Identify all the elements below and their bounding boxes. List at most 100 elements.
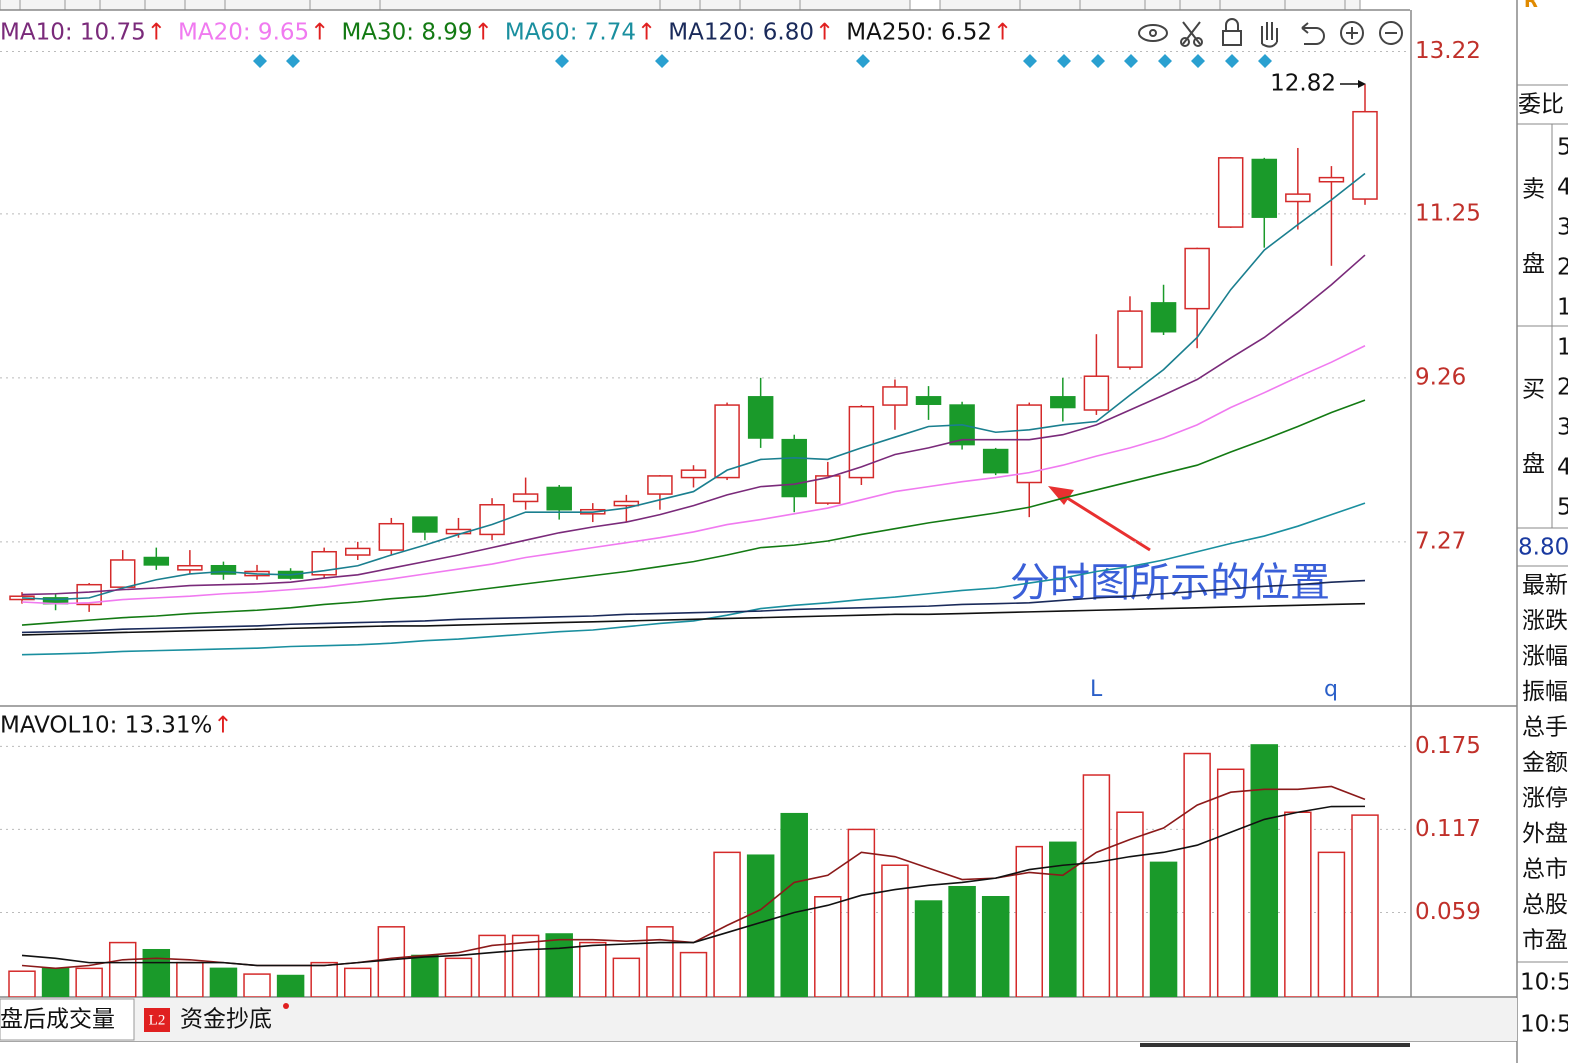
ma-line	[21, 602, 1366, 636]
legend-arrow: ↑	[310, 20, 329, 46]
volume-bar	[243, 973, 271, 997]
top-tabs	[0, 0, 1361, 11]
y-tick-label: 0.175	[1415, 733, 1481, 759]
ma-line	[21, 172, 1366, 601]
candle-body	[647, 475, 673, 495]
volume-bar	[914, 900, 943, 997]
candle-body	[512, 493, 539, 503]
candle-body	[747, 396, 774, 439]
legend-entry: MA60: 7.74	[505, 20, 636, 46]
candle-body	[109, 559, 136, 588]
legend-entry: MA20: 9.65	[178, 20, 309, 46]
panel-time: 10:5	[1520, 1012, 1572, 1038]
candle-body	[848, 405, 875, 479]
volume-bar	[276, 974, 305, 997]
panel-field: 涨幅	[1522, 644, 1568, 670]
high-label: 12.82	[1270, 71, 1336, 97]
legend-entry: MA120: 6.80	[668, 20, 814, 46]
ma-line	[21, 254, 1366, 596]
volume-bar	[142, 948, 171, 997]
legend-entry: MA10: 10.75	[0, 20, 146, 46]
panel-level: 2	[1557, 255, 1572, 281]
legend-entry: MA250: 6.52	[846, 20, 992, 46]
candle-body	[1285, 193, 1311, 203]
high-arrow	[1340, 80, 1366, 88]
candle-body	[1251, 158, 1278, 218]
y-tick-label: 0.117	[1415, 816, 1481, 842]
tab-label[interactable]: 盘后成交量	[0, 1007, 115, 1033]
legend-arrow: ↑	[815, 20, 834, 46]
candle-body	[1117, 310, 1143, 368]
candle-body	[882, 386, 908, 406]
panel-field: 金额	[1522, 750, 1568, 776]
ma-line	[21, 345, 1366, 605]
candle-body	[781, 438, 807, 498]
panel-field: 市盈	[1522, 928, 1568, 954]
candle-body	[210, 564, 237, 575]
panel-level: 1	[1557, 335, 1572, 361]
volume-bar	[1351, 814, 1379, 997]
candle-body	[915, 396, 942, 405]
volume-bar	[411, 954, 439, 997]
annotation-arrow	[1048, 486, 1151, 552]
volume-bar	[1183, 752, 1211, 997]
panel-field: 总市	[1522, 857, 1568, 883]
quote-panel: R 委比 卖 盘 买 盘 8.80 5 4 3 2 1 1 2 3 4 5 最新涨跌涨幅振幅总手金额…	[1517, 0, 1572, 1038]
candle-body	[412, 516, 438, 533]
volume-bar	[646, 926, 674, 997]
volume-bar	[679, 951, 708, 997]
candle-body	[546, 486, 572, 511]
panel-level: 4	[1557, 175, 1572, 201]
volume-bar	[108, 941, 137, 997]
tab[interactable]	[0, 998, 135, 1041]
ma-line	[21, 502, 1366, 656]
panel-top: R	[1524, 0, 1538, 12]
candle-body	[143, 556, 170, 566]
volume-bar	[1216, 768, 1245, 997]
volume-bar	[1149, 861, 1178, 997]
signal-markers	[253, 54, 1272, 68]
badge-label: L2	[149, 1012, 166, 1028]
legend-entry: MAVOL10: 13.31%	[0, 713, 212, 739]
volume-bar	[847, 828, 876, 997]
annotation: 分时图所示的位置	[1010, 560, 1330, 606]
legend-arrow: ↑	[474, 20, 493, 46]
legend-entry: MA30: 8.99	[341, 20, 472, 46]
panel-level: 5	[1557, 135, 1572, 161]
tab-label[interactable]: 资金抄底	[180, 1007, 272, 1033]
candle-body	[680, 469, 707, 479]
y-tick-label: 0.059	[1415, 899, 1481, 925]
panel-level: 4	[1557, 455, 1572, 481]
candle-body	[1318, 176, 1345, 183]
panel-level: 2	[1557, 375, 1572, 401]
candle-body	[1352, 110, 1378, 200]
panel-field: 外盘	[1522, 821, 1568, 847]
candle-body	[1083, 375, 1110, 411]
y-tick-label: 13.22	[1415, 38, 1481, 64]
candle-body	[815, 475, 841, 504]
legend-arrow: ↑	[213, 713, 232, 739]
ma-line	[21, 399, 1366, 626]
volume-bar	[209, 967, 238, 997]
volume-bar	[75, 967, 103, 997]
panel-sell: 卖	[1522, 177, 1545, 203]
candle-body	[345, 547, 371, 556]
panel-level: 3	[1557, 415, 1572, 441]
volume-bar	[176, 961, 204, 997]
panel-buy: 买	[1522, 377, 1545, 403]
volume-bar	[1082, 774, 1111, 997]
volume-bar	[948, 885, 976, 997]
panel-sell: 盘	[1522, 252, 1545, 278]
volume-bar	[41, 967, 70, 997]
volume-bar	[713, 851, 741, 997]
panel-level: 3	[1557, 215, 1572, 241]
volume-bar	[881, 864, 909, 997]
volume-bar	[579, 941, 607, 997]
ma-line	[21, 805, 1366, 967]
toolbar[interactable]	[1138, 18, 1403, 48]
candle-body	[714, 404, 740, 479]
legend-arrow: ↑	[993, 20, 1012, 46]
legend-arrow: ↑	[147, 20, 166, 46]
